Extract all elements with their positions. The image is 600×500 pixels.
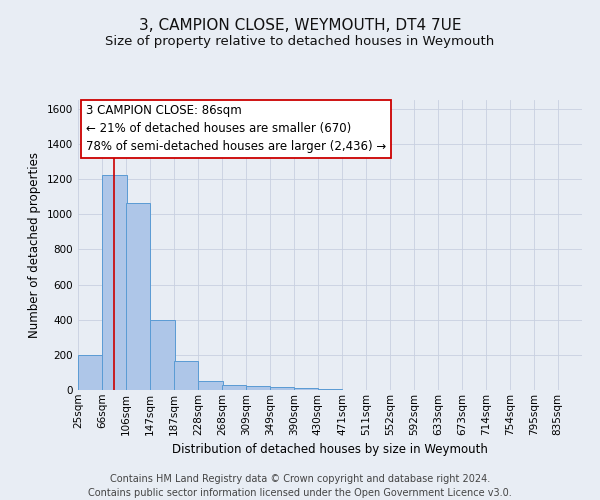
Text: Contains HM Land Registry data © Crown copyright and database right 2024.
Contai: Contains HM Land Registry data © Crown c…: [88, 474, 512, 498]
Y-axis label: Number of detached properties: Number of detached properties: [28, 152, 41, 338]
X-axis label: Distribution of detached houses by size in Weymouth: Distribution of detached houses by size …: [172, 443, 488, 456]
Bar: [222, 384, 246, 390]
Bar: [150, 320, 175, 390]
Bar: [318, 389, 342, 390]
Bar: [174, 362, 198, 390]
Bar: [270, 388, 294, 390]
Text: 3, CAMPION CLOSE, WEYMOUTH, DT4 7UE: 3, CAMPION CLOSE, WEYMOUTH, DT4 7UE: [139, 18, 461, 32]
Text: Size of property relative to detached houses in Weymouth: Size of property relative to detached ho…: [106, 35, 494, 48]
Bar: [246, 386, 271, 390]
Text: 3 CAMPION CLOSE: 86sqm
← 21% of detached houses are smaller (670)
78% of semi-de: 3 CAMPION CLOSE: 86sqm ← 21% of detached…: [86, 104, 386, 154]
Bar: [198, 381, 223, 390]
Bar: [102, 174, 127, 390]
Bar: [294, 388, 319, 390]
Bar: [78, 355, 102, 390]
Bar: [126, 203, 150, 390]
